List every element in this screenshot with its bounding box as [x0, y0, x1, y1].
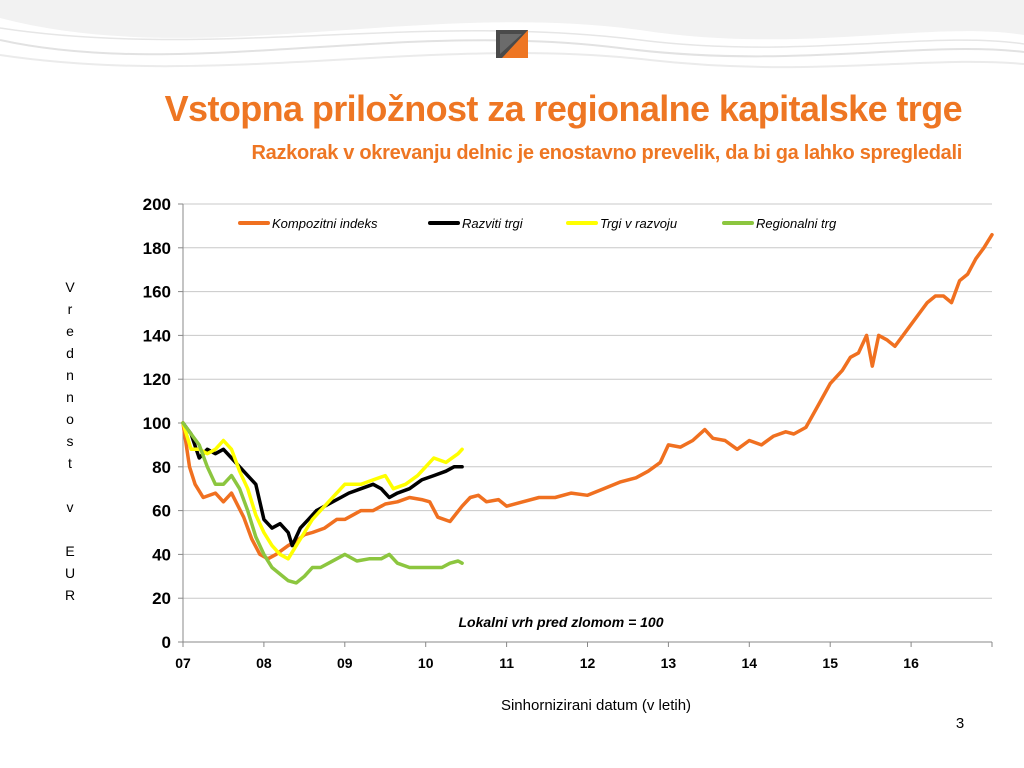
x-tick-label: 15: [822, 655, 838, 671]
series-line: [181, 421, 464, 561]
x-axis-label: Sinhornizirani datum (v letih): [500, 697, 692, 714]
y-tick-label: 80: [152, 458, 171, 477]
y-tick-label: 40: [152, 545, 171, 564]
x-tick-label: 13: [661, 655, 677, 671]
y-tick-label: 180: [143, 239, 171, 258]
legend-label: Kompozitni indeks: [272, 216, 378, 231]
chart-legend: Kompozitni indeks Razviti trgi Trgi v razv…: [238, 216, 837, 231]
y-tick-label: 140: [143, 326, 171, 345]
y-tick-label: 20: [152, 589, 171, 608]
y-tick-label: 200: [143, 195, 171, 214]
series-line: [181, 232, 994, 561]
legend-label: Regionalni trg: [756, 216, 837, 231]
x-axis-ticks: 07 08 09 10 11 12 13 14 15 16: [175, 655, 919, 671]
company-logo: [496, 30, 528, 58]
x-tick-label: 16: [903, 655, 919, 671]
y-tick-label: 120: [143, 370, 171, 389]
y-tick-label: 60: [152, 502, 171, 521]
legend-label: Trgi v razvoju: [600, 216, 677, 231]
x-tick-label: 09: [337, 655, 353, 671]
series-line: [181, 421, 464, 548]
chart-annotation: Lokalni vrh pred zlomom = 100: [458, 614, 663, 630]
x-tick-label: 11: [499, 655, 514, 671]
slide-number: 3: [955, 715, 965, 732]
y-axis-ticks: 0 20 40 60 80 100 120 140 160 180 200: [143, 195, 171, 652]
page-title: Vstopna priložnost za regionalne kapital…: [164, 88, 963, 129]
y-tick-label: 0: [162, 633, 171, 652]
x-tick-label: 12: [580, 655, 596, 671]
y-tick-label: 160: [143, 283, 171, 302]
chart-series-lines: [181, 232, 994, 585]
decorative-header-waves: [0, 0, 1024, 69]
y-tick-label: 100: [143, 414, 171, 433]
page-subtitle: Razkorak v okrevanju delnic je enostavno…: [251, 142, 962, 164]
x-tick-label: 14: [742, 655, 758, 671]
legend-label: Razviti trgi: [462, 216, 524, 231]
x-tick-label: 10: [418, 655, 434, 671]
series-line: [181, 421, 464, 585]
chart-gridlines: [183, 203, 992, 599]
x-tick-label: 08: [256, 655, 272, 671]
x-tick-label: 07: [175, 655, 191, 671]
